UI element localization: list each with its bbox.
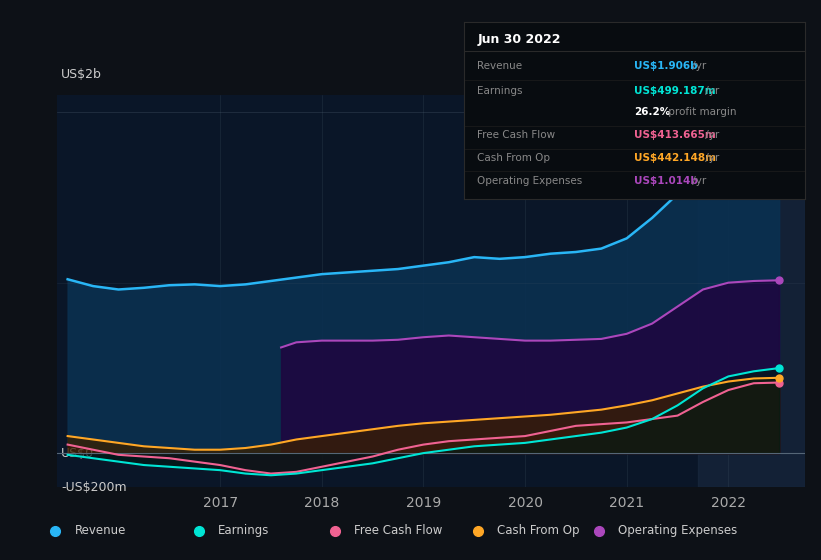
Text: Operating Expenses: Operating Expenses [478, 176, 583, 186]
Text: US$442.148m: US$442.148m [635, 153, 716, 163]
Text: /yr: /yr [702, 153, 719, 163]
Text: US$413.665m: US$413.665m [635, 130, 716, 140]
Text: Revenue: Revenue [75, 524, 126, 537]
Text: US$1.906b: US$1.906b [635, 61, 698, 71]
Text: /yr: /yr [702, 86, 719, 96]
Text: US$2b: US$2b [62, 68, 102, 82]
Text: Revenue: Revenue [478, 61, 523, 71]
Text: /yr: /yr [690, 61, 707, 71]
Text: US$0: US$0 [62, 447, 94, 460]
Bar [698, 95, 805, 487]
Text: /yr: /yr [702, 130, 719, 140]
Text: US$1.014b: US$1.014b [635, 176, 698, 186]
Text: US$499.187m: US$499.187m [635, 86, 716, 96]
Text: Earnings: Earnings [218, 524, 269, 537]
Text: profit margin: profit margin [665, 107, 736, 117]
Text: Cash From Op: Cash From Op [478, 153, 551, 163]
Text: Jun 30 2022: Jun 30 2022 [478, 33, 561, 46]
Text: 26.2%: 26.2% [635, 107, 671, 117]
Text: Earnings: Earnings [478, 86, 523, 96]
Text: Operating Expenses: Operating Expenses [618, 524, 737, 537]
Text: -US$200m: -US$200m [62, 480, 126, 494]
Text: Free Cash Flow: Free Cash Flow [478, 130, 556, 140]
Text: Cash From Op: Cash From Op [498, 524, 580, 537]
Text: Free Cash Flow: Free Cash Flow [354, 524, 443, 537]
Text: /yr: /yr [690, 176, 707, 186]
